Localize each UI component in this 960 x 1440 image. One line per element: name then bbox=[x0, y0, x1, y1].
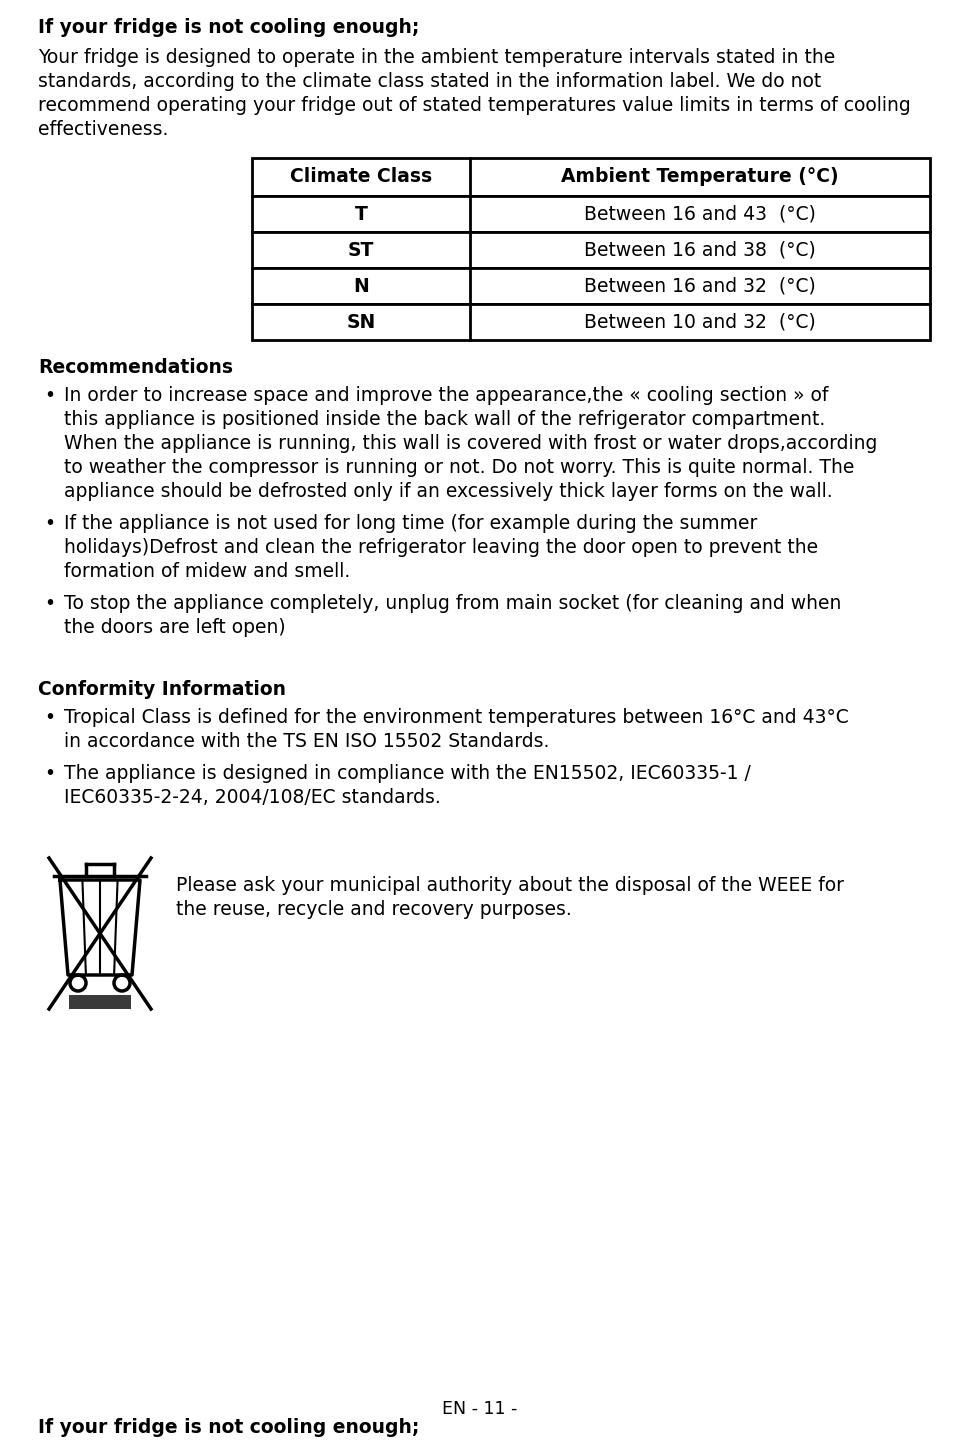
Text: Your fridge is designed to operate in the ambient temperature intervals stated i: Your fridge is designed to operate in th… bbox=[38, 48, 835, 68]
Bar bbox=[252, 196, 930, 232]
Bar bbox=[252, 158, 930, 196]
Text: Please ask your municipal authority about the disposal of the WEEE for: Please ask your municipal authority abou… bbox=[176, 876, 844, 896]
Text: To stop the appliance completely, unplug from main socket (for cleaning and when: To stop the appliance completely, unplug… bbox=[64, 593, 841, 613]
Text: IEC60335-2-24, 2004/108/EC standards.: IEC60335-2-24, 2004/108/EC standards. bbox=[64, 788, 441, 806]
Bar bbox=[252, 268, 930, 304]
Text: formation of midew and smell.: formation of midew and smell. bbox=[64, 562, 350, 580]
Text: Between 10 and 32  (°C): Between 10 and 32 (°C) bbox=[584, 312, 816, 331]
Text: ST: ST bbox=[348, 240, 374, 259]
Text: •: • bbox=[44, 708, 55, 727]
Text: If your fridge is not cooling enough;: If your fridge is not cooling enough; bbox=[38, 1418, 420, 1437]
Text: Between 16 and 43  (°C): Between 16 and 43 (°C) bbox=[584, 204, 816, 223]
Text: •: • bbox=[44, 593, 55, 613]
Text: to weather the compressor is running or not. Do not worry. This is quite normal.: to weather the compressor is running or … bbox=[64, 458, 854, 477]
Text: When the appliance is running, this wall is covered with frost or water drops,ac: When the appliance is running, this wall… bbox=[64, 433, 877, 454]
Text: Conformity Information: Conformity Information bbox=[38, 680, 286, 698]
Text: Recommendations: Recommendations bbox=[38, 359, 233, 377]
Text: recommend operating your fridge out of stated temperatures value limits in terms: recommend operating your fridge out of s… bbox=[38, 96, 911, 115]
Text: If your fridge is not cooling enough;: If your fridge is not cooling enough; bbox=[38, 17, 420, 37]
Text: •: • bbox=[44, 514, 55, 533]
Text: holidays)Defrost and clean the refrigerator leaving the door open to prevent the: holidays)Defrost and clean the refrigera… bbox=[64, 539, 818, 557]
Text: SN: SN bbox=[347, 312, 375, 331]
Bar bbox=[69, 995, 131, 1009]
Text: The appliance is designed in compliance with the EN15502, IEC60335-1 /: The appliance is designed in compliance … bbox=[64, 765, 751, 783]
Text: the doors are left open): the doors are left open) bbox=[64, 618, 286, 636]
Text: •: • bbox=[44, 765, 55, 783]
Text: In order to increase space and improve the appearance,the « cooling section » of: In order to increase space and improve t… bbox=[64, 386, 828, 405]
Text: •: • bbox=[44, 386, 55, 405]
Text: in accordance with the TS EN ISO 15502 Standards.: in accordance with the TS EN ISO 15502 S… bbox=[64, 732, 549, 752]
Text: standards, according to the climate class stated in the information label. We do: standards, according to the climate clas… bbox=[38, 72, 821, 91]
Text: appliance should be defrosted only if an excessively thick layer forms on the wa: appliance should be defrosted only if an… bbox=[64, 482, 832, 501]
Text: Tropical Class is defined for the environment temperatures between 16°C and 43°C: Tropical Class is defined for the enviro… bbox=[64, 708, 849, 727]
Text: Climate Class: Climate Class bbox=[290, 167, 432, 187]
Text: the reuse, recycle and recovery purposes.: the reuse, recycle and recovery purposes… bbox=[176, 900, 572, 919]
Text: EN - 11 -: EN - 11 - bbox=[443, 1400, 517, 1418]
Text: this appliance is positioned inside the back wall of the refrigerator compartmen: this appliance is positioned inside the … bbox=[64, 410, 826, 429]
Text: N: N bbox=[353, 276, 369, 295]
Text: effectiveness.: effectiveness. bbox=[38, 120, 168, 140]
Text: T: T bbox=[354, 204, 368, 223]
Text: If the appliance is not used for long time (for example during the summer: If the appliance is not used for long ti… bbox=[64, 514, 757, 533]
Bar bbox=[252, 232, 930, 268]
Bar bbox=[252, 304, 930, 340]
Text: Between 16 and 32  (°C): Between 16 and 32 (°C) bbox=[584, 276, 816, 295]
Text: Between 16 and 38  (°C): Between 16 and 38 (°C) bbox=[584, 240, 816, 259]
Text: Ambient Temperature (°C): Ambient Temperature (°C) bbox=[562, 167, 839, 187]
